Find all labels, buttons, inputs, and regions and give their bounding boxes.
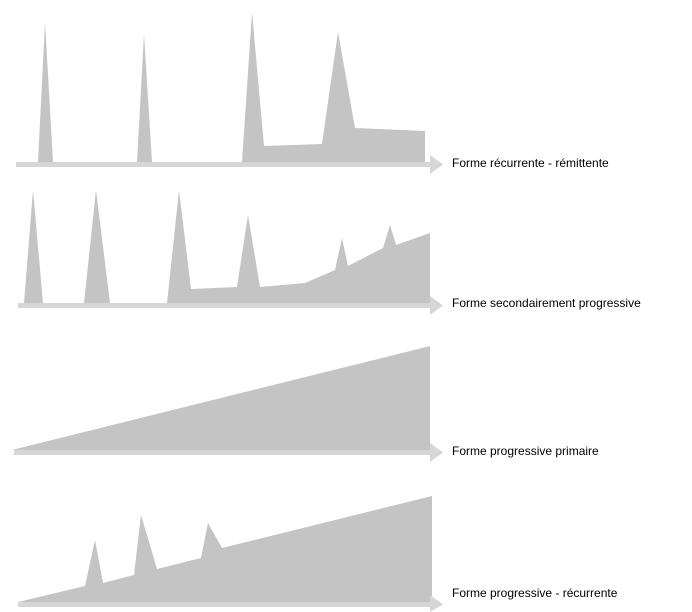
relapse-peak-2	[84, 190, 110, 303]
relapse-peak-1	[38, 22, 53, 162]
panel-secondairement-progressive	[18, 190, 443, 315]
time-axis-arrow	[16, 155, 443, 174]
relapse-peak-3-with-residual	[242, 12, 425, 162]
label-recurrente-remittente: Forme récurrente - rémittente	[452, 156, 609, 170]
progressive-wedge-with-relapses	[18, 496, 432, 602]
label-progressive-primaire: Forme progressive primaire	[452, 444, 599, 458]
time-axis-arrow	[14, 443, 443, 462]
label-secondairement-progressive: Forme secondairement progressive	[452, 296, 641, 310]
time-axis-arrow	[18, 595, 443, 612]
panel-progressive-primaire	[12, 346, 443, 462]
relapse-peak-2	[137, 34, 152, 162]
time-axis-arrow	[18, 296, 443, 315]
panel-progressive-recurrente	[18, 496, 443, 612]
panel-recurrente-remittente	[16, 12, 443, 174]
progressive-wedge	[12, 346, 430, 450]
progressive-phase	[167, 190, 430, 303]
label-progressive-recurrente: Forme progressive - récurrente	[452, 586, 618, 600]
relapse-peak-1	[24, 190, 43, 303]
